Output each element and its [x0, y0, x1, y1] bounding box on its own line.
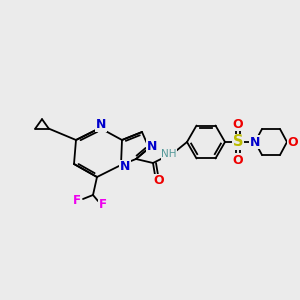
Text: F: F — [99, 197, 107, 211]
Text: O: O — [154, 175, 164, 188]
Text: O: O — [233, 154, 243, 166]
Text: N: N — [250, 136, 260, 148]
Text: S: S — [233, 134, 243, 149]
Text: N: N — [120, 160, 130, 173]
Text: O: O — [233, 118, 243, 130]
Text: O: O — [288, 136, 298, 148]
Text: F: F — [73, 194, 81, 208]
Text: N: N — [147, 140, 157, 152]
Text: NH: NH — [161, 149, 177, 159]
Text: N: N — [96, 118, 106, 131]
